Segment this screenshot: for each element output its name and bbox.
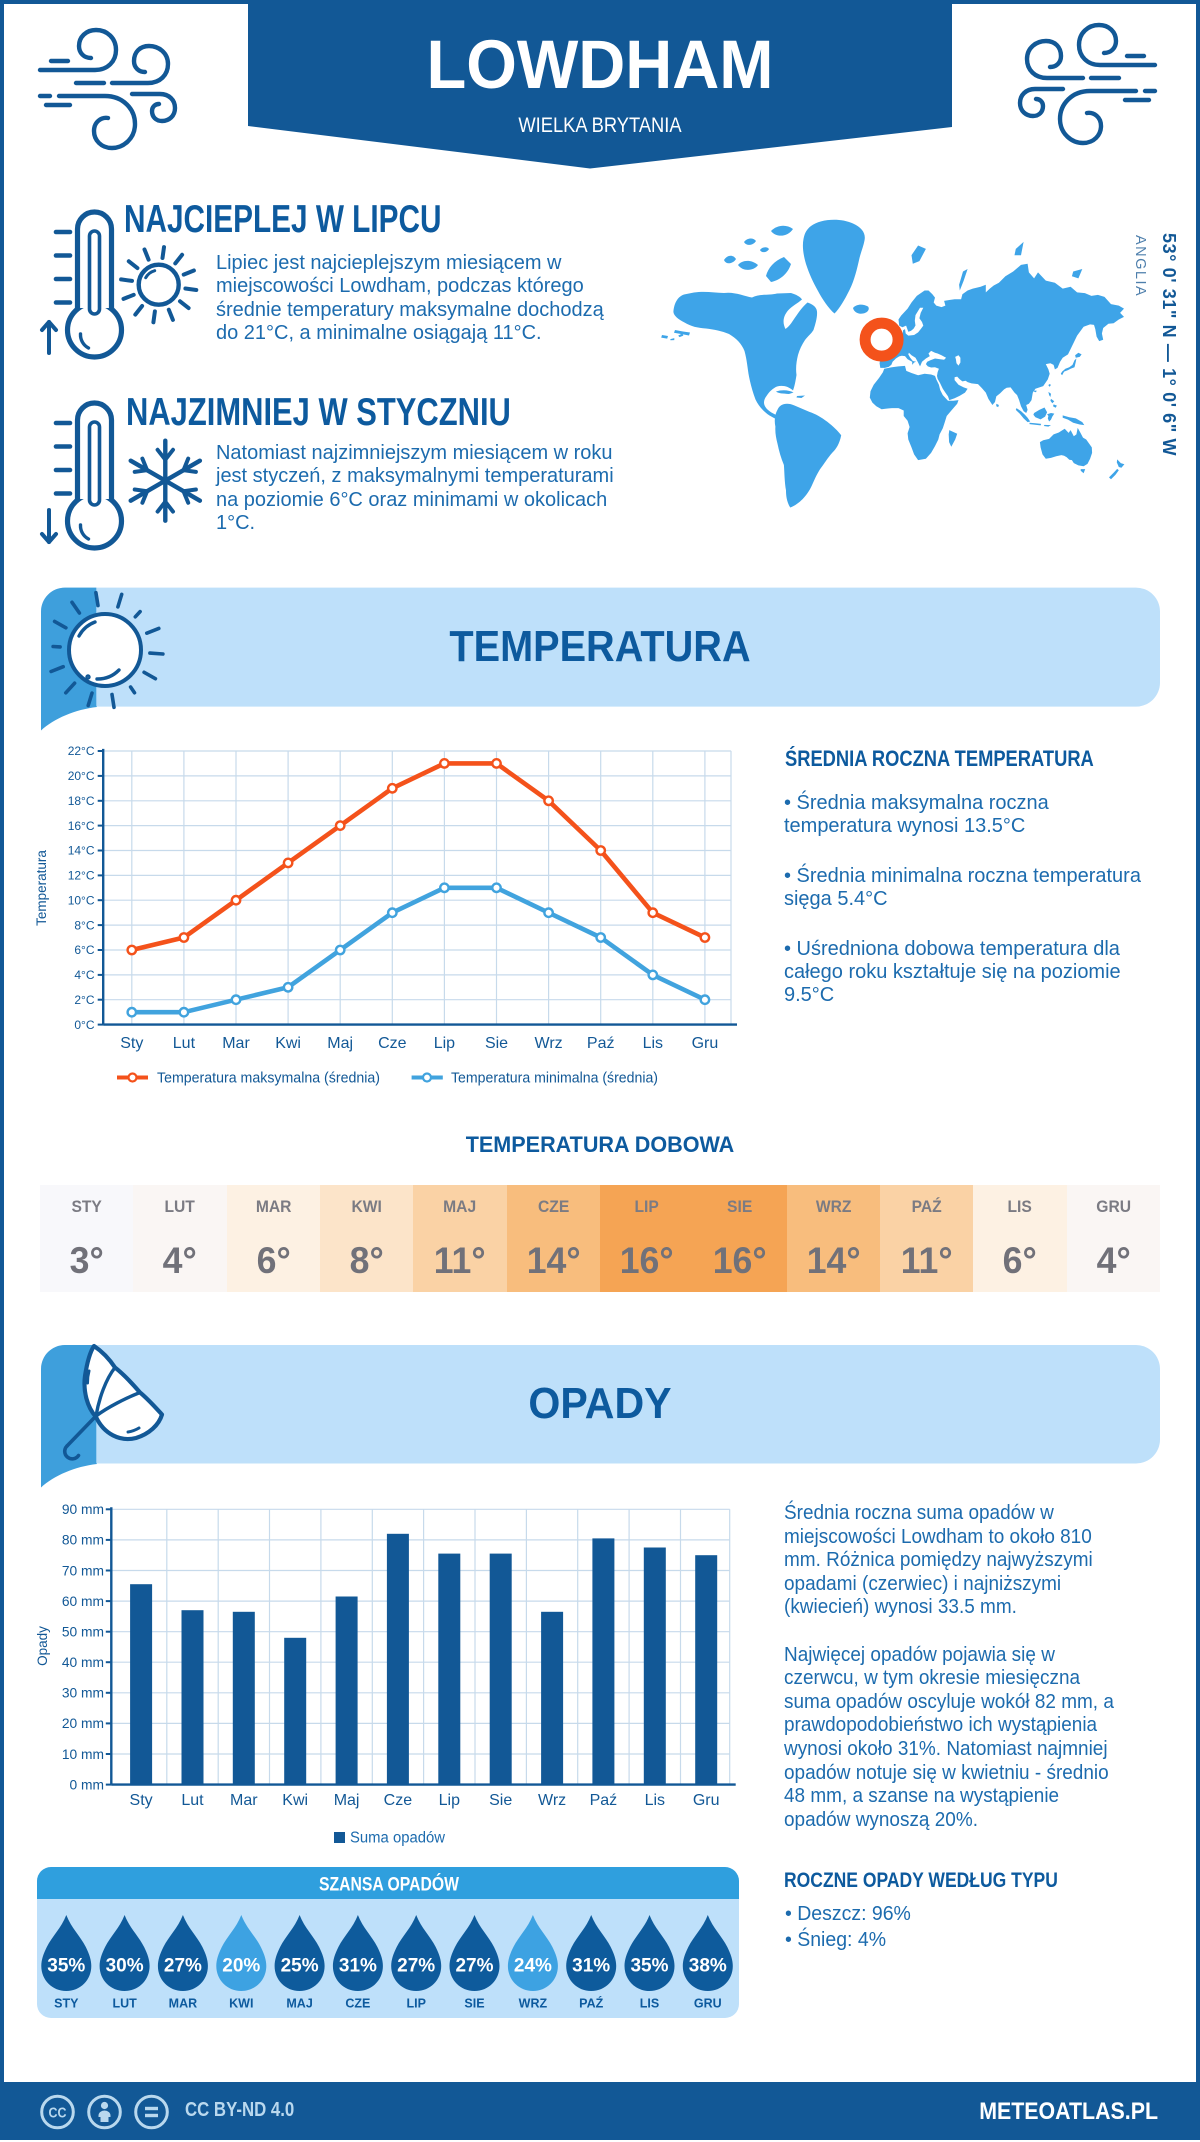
svg-text:Paź: Paź — [587, 1035, 615, 1052]
svg-text:20%: 20% — [222, 1956, 260, 1977]
svg-text:40 mm: 40 mm — [62, 1655, 104, 1670]
svg-text:Maj: Maj — [327, 1035, 353, 1052]
svg-text:CZE: CZE — [345, 1997, 370, 2011]
svg-text:Gru: Gru — [693, 1792, 720, 1809]
svg-text:0°C: 0°C — [74, 1018, 94, 1032]
svg-text:GRU: GRU — [694, 1997, 722, 2011]
svg-text:Wrz: Wrz — [538, 1792, 566, 1809]
svg-text:70 mm: 70 mm — [62, 1563, 104, 1578]
svg-text:Lip: Lip — [439, 1792, 460, 1809]
svg-text:KWI: KWI — [229, 1997, 253, 2011]
svg-text:PAŹ: PAŹ — [579, 1996, 603, 2011]
svg-text:24%: 24% — [514, 1956, 552, 1977]
svg-text:25%: 25% — [281, 1956, 319, 1977]
svg-text:Wrz: Wrz — [535, 1035, 563, 1052]
svg-text:Maj: Maj — [334, 1792, 360, 1809]
svg-text:Sie: Sie — [489, 1792, 512, 1809]
svg-text:38%: 38% — [689, 1956, 727, 1977]
svg-text:6°C: 6°C — [74, 943, 94, 957]
svg-text:30 mm: 30 mm — [62, 1686, 104, 1701]
svg-text:Mar: Mar — [222, 1035, 250, 1052]
svg-text:27%: 27% — [164, 1956, 202, 1977]
svg-text:31%: 31% — [339, 1956, 377, 1977]
svg-text:31%: 31% — [572, 1956, 610, 1977]
svg-text:18°C: 18°C — [68, 794, 95, 808]
svg-text:20 mm: 20 mm — [62, 1716, 104, 1731]
svg-text:20°C: 20°C — [68, 769, 95, 783]
svg-text:Temperatura maksymalna (średni: Temperatura maksymalna (średnia) — [157, 1071, 380, 1087]
svg-text:Mar: Mar — [230, 1792, 258, 1809]
svg-text:STY: STY — [54, 1997, 79, 2011]
svg-text:SZANSA OPADÓW: SZANSA OPADÓW — [319, 1872, 459, 1896]
svg-text:90 mm: 90 mm — [62, 1502, 104, 1517]
svg-text:Opady: Opady — [35, 1626, 50, 1666]
svg-text:LUT: LUT — [112, 1997, 137, 2011]
svg-text:CC: CC — [49, 2106, 67, 2122]
svg-text:LIS: LIS — [640, 1997, 659, 2011]
svg-text:Temperatura minimalna (średnia: Temperatura minimalna (średnia) — [451, 1071, 658, 1087]
svg-text:Kwi: Kwi — [282, 1792, 308, 1809]
svg-text:60 mm: 60 mm — [62, 1594, 104, 1609]
svg-text:MAJ: MAJ — [286, 1997, 312, 2011]
svg-text:27%: 27% — [455, 1956, 493, 1977]
svg-text:8°C: 8°C — [74, 918, 94, 932]
svg-text:Temperatura: Temperatura — [34, 850, 49, 926]
svg-text:SIE: SIE — [464, 1997, 484, 2011]
svg-text:Suma opadów: Suma opadów — [350, 1830, 446, 1847]
svg-text:Cze: Cze — [384, 1792, 413, 1809]
svg-text:2°C: 2°C — [74, 993, 94, 1007]
svg-text:Gru: Gru — [692, 1035, 719, 1052]
svg-text:14°C: 14°C — [68, 844, 95, 858]
svg-text:10°C: 10°C — [68, 893, 95, 907]
svg-text:Sty: Sty — [120, 1035, 143, 1052]
svg-text:Lut: Lut — [181, 1792, 204, 1809]
svg-text:Lip: Lip — [434, 1035, 455, 1052]
svg-text:50 mm: 50 mm — [62, 1625, 104, 1640]
svg-text:Kwi: Kwi — [275, 1035, 301, 1052]
svg-text:WRZ: WRZ — [519, 1997, 548, 2011]
svg-text:0 mm: 0 mm — [70, 1777, 105, 1792]
svg-text:LIP: LIP — [406, 1997, 425, 2011]
svg-text:MAR: MAR — [169, 1997, 197, 2011]
svg-text:Sty: Sty — [130, 1792, 153, 1809]
svg-text:Cze: Cze — [378, 1035, 407, 1052]
svg-text:Lis: Lis — [643, 1035, 663, 1052]
svg-text:80 mm: 80 mm — [62, 1533, 104, 1548]
svg-text:27%: 27% — [397, 1956, 435, 1977]
svg-text:16°C: 16°C — [68, 819, 95, 833]
svg-text:35%: 35% — [630, 1956, 668, 1977]
svg-text:Lis: Lis — [645, 1792, 665, 1809]
svg-text:22°C: 22°C — [68, 744, 95, 758]
svg-text:10 mm: 10 mm — [62, 1747, 104, 1762]
svg-text:Sie: Sie — [485, 1035, 508, 1052]
svg-text:Paź: Paź — [590, 1792, 618, 1809]
svg-text:Lut: Lut — [173, 1035, 196, 1052]
svg-text:30%: 30% — [106, 1956, 144, 1977]
svg-text:4°C: 4°C — [74, 968, 94, 982]
svg-text:35%: 35% — [47, 1956, 85, 1977]
svg-text:12°C: 12°C — [68, 869, 95, 883]
